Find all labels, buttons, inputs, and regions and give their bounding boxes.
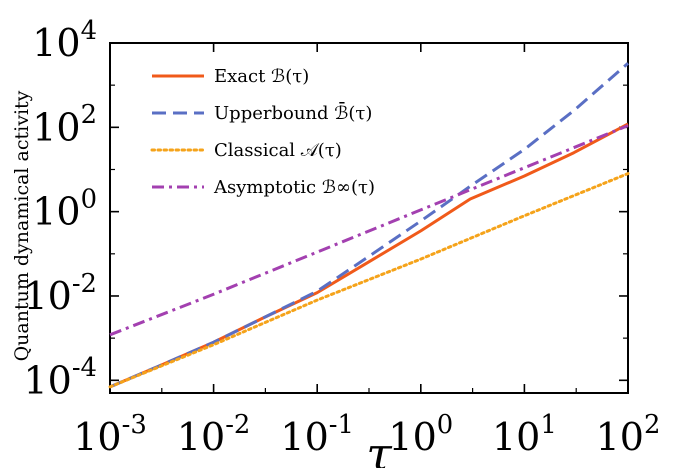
series-line-2	[109, 62, 629, 389]
plot-frame	[109, 42, 629, 394]
axes: 10-3 10-2 10-1 100 101 102 10-4 10-2 100 102 104	[23, 16, 660, 459]
x-tick-label: 10-2	[177, 410, 251, 459]
y-axis-title: Quantum dynamical activity	[11, 90, 33, 361]
legend: Exact ℬ(τ) Upperbound ℬ̄(τ) Classical 𝒜(τ)…	[150, 66, 375, 198]
series-line-4	[109, 124, 629, 337]
legend-label: Asymptotic ℬ∞(τ)	[213, 177, 375, 198]
x-tick-label: 100	[388, 410, 453, 459]
legend-label: Exact ℬ(τ)	[214, 66, 309, 87]
series-line-1	[109, 122, 629, 389]
series-line-3	[108, 172, 630, 389]
x-tick-label: 101	[492, 410, 557, 459]
y-tick-label: 102	[32, 100, 97, 149]
y-tick-label: 100	[32, 185, 97, 234]
y-tick-label: 10-2	[23, 269, 97, 318]
legend-label: Classical 𝒜(τ)	[214, 140, 342, 161]
x-tick-label: 102	[596, 410, 661, 459]
y-tick-label: 10-4	[23, 353, 97, 402]
legend-label: Upperbound ℬ̄(τ)	[214, 103, 372, 124]
series-layer	[108, 62, 630, 389]
x-tick-label: 10-3	[73, 410, 147, 459]
x-tick-label: 10-1	[280, 410, 354, 459]
x-axis-title: τ	[366, 427, 393, 468]
y-tick-label: 104	[32, 16, 97, 65]
